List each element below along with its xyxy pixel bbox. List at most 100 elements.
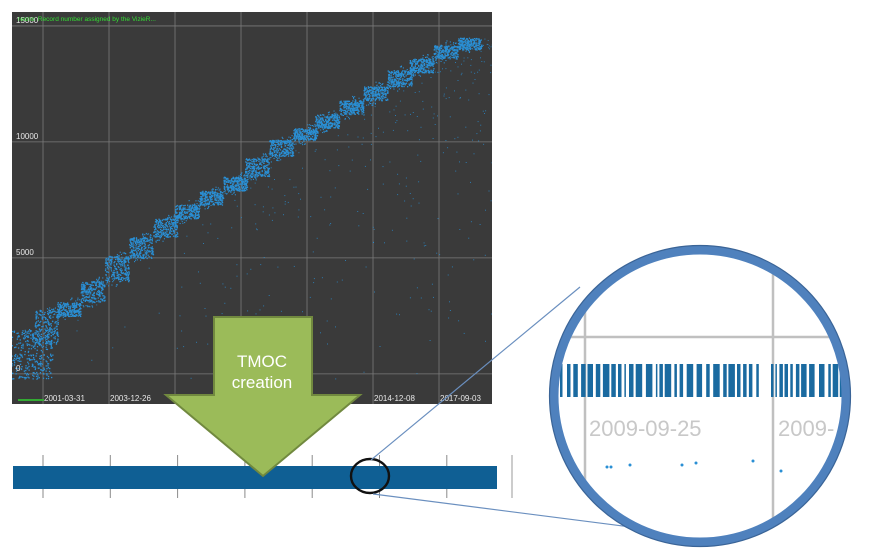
data-point — [328, 127, 330, 129]
data-point — [446, 47, 448, 49]
data-point — [304, 143, 306, 145]
data-point — [277, 139, 279, 142]
data-point — [401, 71, 403, 73]
data-point — [123, 252, 125, 254]
data-point — [47, 363, 50, 365]
data-point — [281, 151, 284, 153]
data-point — [393, 83, 395, 85]
data-point — [205, 204, 208, 206]
data-point — [313, 130, 316, 132]
data-point — [251, 175, 253, 177]
data-point — [19, 339, 21, 341]
data-point — [406, 73, 408, 76]
data-point — [142, 254, 144, 256]
data-point — [144, 244, 146, 246]
data-point — [403, 79, 406, 81]
data-point — [311, 129, 313, 131]
data-point — [241, 180, 243, 182]
data-point — [293, 138, 296, 140]
data-point — [245, 187, 247, 189]
data-point — [4, 345, 5, 346]
data-point — [173, 225, 175, 227]
data-point — [422, 60, 425, 62]
data-point — [376, 85, 378, 87]
data-point — [364, 94, 366, 96]
data-point — [128, 271, 130, 273]
data-point — [139, 238, 141, 240]
data-point — [81, 291, 84, 293]
data-point — [372, 90, 374, 92]
data-point — [34, 367, 37, 369]
data-point — [350, 110, 352, 112]
data-point — [224, 181, 226, 183]
data-point — [288, 147, 290, 149]
data-point — [375, 81, 377, 83]
data-point — [199, 204, 201, 206]
data-point — [133, 247, 135, 249]
data-point — [76, 306, 78, 308]
data-point — [40, 362, 42, 365]
data-point — [264, 160, 266, 162]
data-point — [348, 109, 350, 111]
data-point — [244, 175, 246, 177]
data-point — [338, 125, 340, 128]
data-point — [255, 159, 257, 161]
data-point — [3, 364, 4, 365]
data-point — [155, 227, 157, 229]
data-point — [264, 154, 266, 156]
data-point — [411, 70, 413, 72]
data-point — [450, 53, 452, 55]
data-point — [137, 247, 139, 249]
data-point — [354, 104, 356, 106]
data-point — [75, 310, 77, 312]
data-point — [299, 133, 301, 135]
data-point — [174, 215, 176, 217]
data-point — [262, 166, 264, 168]
data-point — [308, 139, 310, 141]
data-point — [378, 96, 380, 99]
data-point — [275, 144, 277, 146]
data-point — [385, 96, 387, 99]
data-point — [121, 263, 123, 265]
data-point — [245, 171, 247, 174]
data-point — [360, 102, 362, 104]
data-point — [264, 171, 266, 173]
data-point — [16, 338, 18, 340]
data-point — [136, 243, 138, 245]
data-point — [213, 192, 215, 195]
data-point — [381, 83, 383, 85]
data-point — [246, 181, 249, 183]
data-point — [127, 257, 129, 259]
data-point — [283, 143, 286, 145]
data-point — [254, 166, 256, 168]
data-point — [136, 254, 138, 257]
data-point — [174, 222, 176, 224]
data-point — [321, 124, 323, 126]
data-point — [361, 103, 364, 105]
data-point — [22, 333, 24, 335]
data-point — [219, 190, 222, 193]
data-point — [427, 70, 429, 72]
data-point — [15, 373, 17, 375]
data-point — [166, 231, 168, 233]
data-point — [93, 288, 95, 290]
data-point — [205, 192, 207, 194]
data-point — [50, 332, 53, 334]
data-point — [316, 129, 318, 132]
data-point — [359, 101, 361, 103]
data-point — [358, 110, 360, 112]
data-point — [300, 135, 302, 137]
data-point — [423, 64, 426, 67]
data-point — [98, 282, 100, 285]
data-point — [9, 366, 10, 367]
data-point — [185, 217, 187, 219]
data-point — [301, 128, 303, 131]
data-point — [110, 263, 112, 265]
data-point — [323, 121, 326, 123]
data-point — [437, 47, 439, 49]
data-point — [255, 163, 257, 165]
data-point — [143, 241, 145, 243]
data-point — [345, 107, 348, 109]
data-point — [274, 153, 276, 156]
data-point — [142, 257, 144, 259]
